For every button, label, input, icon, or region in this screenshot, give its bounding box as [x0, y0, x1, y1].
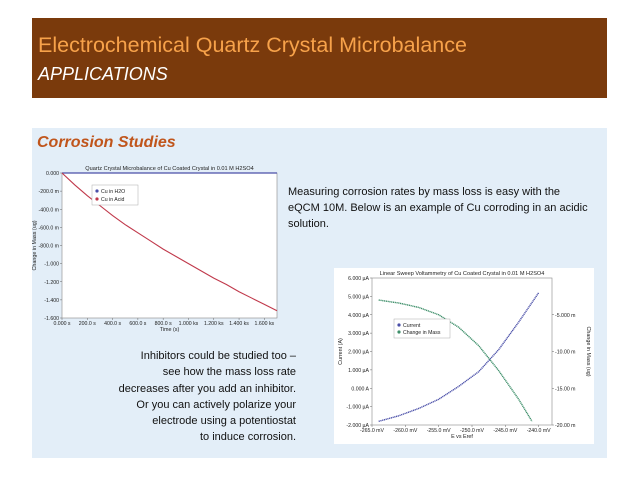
y-tick-label: -2.000 µA	[346, 423, 369, 429]
y2-tick-label: -5.000 m	[555, 313, 575, 319]
legend-marker	[397, 323, 401, 327]
x-tick-label: -260.0 mV	[393, 428, 417, 434]
x-tick-label: -245.0 mV	[493, 428, 517, 434]
series-line-current	[378, 292, 540, 422]
y-tick-label: 0.000	[46, 171, 59, 177]
y-axis-label: Current (A)	[338, 338, 344, 365]
x-tick-label: 800.0 s	[155, 321, 172, 327]
legend-label: Cu in Acid	[101, 197, 124, 203]
y-tick-label: 5.000 µA	[348, 294, 369, 300]
x-tick-label: 1.400 ks	[229, 321, 249, 327]
x-tick-label: -255.0 mV	[427, 428, 451, 434]
inhibitors-line: decreases after you add an inhibitor.	[118, 382, 296, 395]
slide-title: Electrochemical Quartz Crystal Microbala…	[38, 33, 467, 57]
legend-label: Change in Mass	[403, 330, 441, 336]
inhibitors-line: Or you can actively polarize your	[136, 398, 296, 411]
legend-box	[393, 318, 451, 339]
y-tick-label: 4.000 µA	[348, 313, 369, 319]
chart-title: Quartz Crystal Microbalance of Cu Coated…	[85, 166, 254, 172]
x-tick-label: -250.0 mV	[460, 428, 484, 434]
y-tick-label: -600.0 m	[39, 225, 59, 231]
section-title: Corrosion Studies	[37, 134, 176, 151]
legend-label: Current	[403, 323, 421, 329]
description-text: Measuring corrosion rates by mass loss i…	[288, 186, 588, 230]
inhibitors-line: to induce corrosion.	[200, 431, 296, 444]
y-tick-label: -1.600	[44, 316, 59, 322]
x-tick-label: -265.0 mV	[360, 428, 384, 434]
x-tick-label: 200.0 s	[79, 321, 96, 327]
y-axis-label: Change in Mass (ug)	[32, 220, 38, 270]
slide-header: Electrochemical Quartz Crystal Microbala…	[32, 18, 607, 98]
y-tick-label: -1.000	[44, 262, 59, 268]
x-tick-label: 1.000 ks	[179, 321, 199, 327]
y-tick-label: -1.400	[44, 298, 59, 304]
y2-tick-label: -15.00 m	[555, 386, 575, 392]
inhibitors-line: electrode using a potentiostat	[152, 415, 296, 428]
y2-axis-label: Change in Mass (ug)	[585, 326, 591, 376]
inhibitors-line: see how the mass loss rate	[162, 366, 296, 379]
plot-area	[371, 277, 553, 426]
x-tick-label: 400.0 s	[104, 321, 121, 327]
y-tick-label: -1.200	[44, 280, 59, 286]
y2-tick-label: -20.00 m	[555, 423, 575, 429]
slide-subtitle: APPLICATIONS	[38, 64, 168, 84]
x-axis-label: Time (s)	[160, 327, 180, 333]
y-tick-label: -1.000 µA	[346, 405, 369, 411]
y-tick-label: 3.000 µA	[348, 331, 369, 337]
y-tick-label: 2.000 µA	[348, 350, 369, 356]
lsv-chart: Linear Sweep Voltammetry of Cu Coated Cr…	[334, 268, 594, 444]
x-tick-label: 1.600 ks	[255, 321, 275, 327]
x-axis-label: E vs Eref	[451, 434, 473, 440]
y-tick-label: -400.0 m	[39, 207, 59, 213]
y-tick-label: -800.0 m	[39, 244, 59, 250]
y-tick-label: -200.0 m	[39, 189, 59, 195]
y2-tick-label: -10.00 m	[555, 350, 575, 356]
series-line-change-in-mass	[378, 299, 533, 422]
y-tick-label: 1.000 µA	[348, 368, 369, 374]
x-tick-label: 600.0 s	[129, 321, 146, 327]
x-tick-label: 1.200 ks	[204, 321, 224, 327]
y-tick-label: 0.000 A	[351, 386, 369, 392]
x-tick-label: 0.000 s	[53, 321, 70, 327]
legend-marker	[95, 197, 99, 201]
legend-label: Cu in H2O	[101, 189, 125, 195]
legend-marker	[95, 189, 99, 193]
inhibitors-text: Inhibitors could be studied too – see ho…	[100, 348, 296, 446]
qcm-mass-chart: Quartz Crystal Microbalance of Cu Coated…	[32, 166, 278, 333]
y-tick-label: 6.000 µA	[348, 276, 369, 282]
legend-box	[91, 184, 139, 206]
inhibitors-line: Inhibitors could be studied too –	[140, 350, 296, 362]
legend-marker	[397, 330, 401, 334]
x-tick-label: -240.0 mV	[527, 428, 551, 434]
chart-title: Linear Sweep Voltammetry of Cu Coated Cr…	[380, 271, 545, 277]
